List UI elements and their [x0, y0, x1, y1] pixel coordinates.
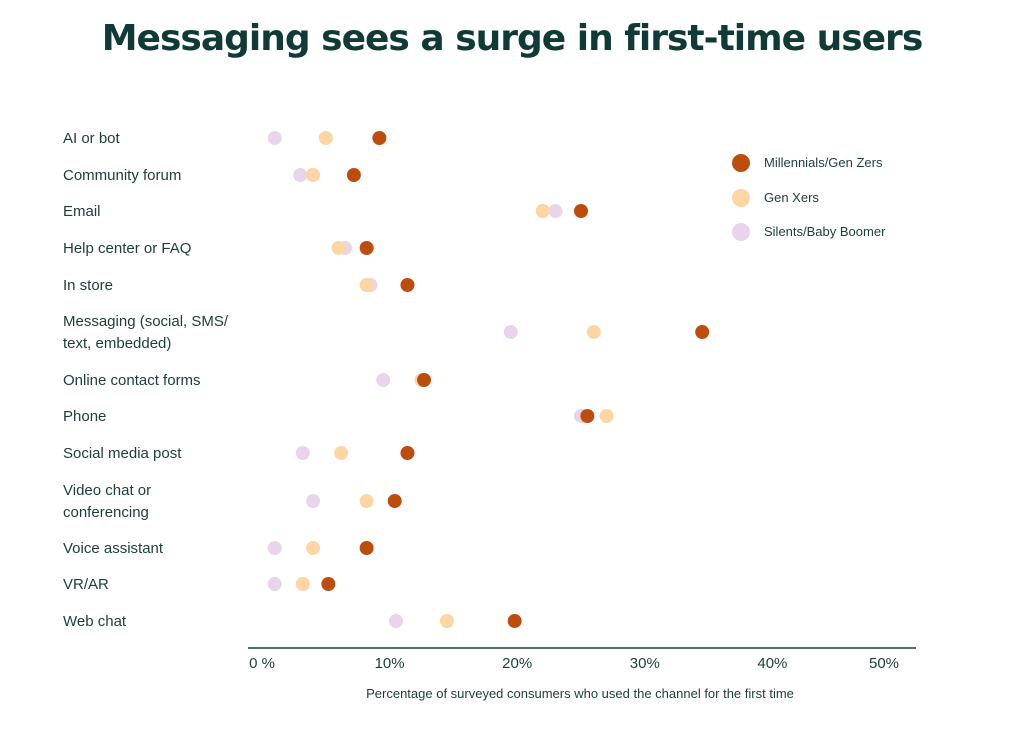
category-label: Web chat — [63, 613, 127, 630]
data-point — [400, 446, 415, 460]
data-point — [359, 278, 374, 292]
data-point — [334, 446, 349, 460]
x-tick-labels: 0 % 10% 20% 30% 40% 50% — [249, 655, 899, 672]
data-point — [574, 204, 588, 218]
data-point — [295, 577, 310, 591]
data-point — [548, 204, 563, 218]
category-label: Messaging (social, SMS/ — [63, 313, 229, 330]
data-point — [503, 325, 518, 339]
category-label: Community forum — [63, 167, 181, 184]
category-label: conferencing — [63, 504, 149, 521]
legend-marker — [732, 154, 750, 172]
category-label: Phone — [63, 408, 106, 425]
legend: Millennials/Gen Zers Gen Xers Silents/Baby… — [732, 154, 886, 241]
category-label: Help center or FAQ — [63, 240, 191, 257]
data-point — [293, 168, 308, 182]
data-point — [359, 241, 374, 255]
data-point — [321, 577, 336, 591]
category-label: Video chat or — [63, 482, 151, 499]
data-point — [359, 494, 374, 508]
data-point — [359, 541, 374, 555]
data-point — [417, 373, 432, 387]
data-point — [580, 409, 595, 423]
legend-marker — [732, 189, 750, 207]
data-point — [331, 241, 346, 255]
data-point — [306, 541, 321, 555]
data-point — [507, 614, 522, 628]
data-points — [267, 131, 710, 628]
x-tick-label: 10% — [375, 655, 405, 672]
data-point — [267, 577, 282, 591]
data-point — [387, 494, 402, 508]
legend-label: Silents/Baby Boomer — [764, 224, 886, 239]
category-label: In store — [63, 277, 113, 294]
x-axis-title: Percentage of surveyed consumers who use… — [366, 686, 794, 701]
data-point — [586, 325, 601, 339]
data-point — [306, 494, 321, 508]
category-label: VR/AR — [63, 576, 109, 593]
data-point — [267, 131, 282, 145]
category-labels: AI or bot Community forum Email Help center… — [63, 130, 229, 630]
chart-title: Messaging sees a surge in first-time use… — [101, 18, 924, 59]
data-point — [695, 325, 710, 339]
data-point — [388, 614, 403, 628]
data-point — [346, 168, 361, 182]
legend-marker — [732, 223, 750, 241]
category-label: Social media post — [63, 445, 182, 462]
data-point — [535, 204, 550, 218]
x-tick-label: 30% — [630, 655, 660, 672]
data-point — [372, 131, 387, 145]
category-label: Online contact forms — [63, 372, 201, 389]
category-label: AI or bot — [63, 130, 121, 147]
data-point — [376, 373, 391, 387]
data-point — [318, 131, 333, 145]
x-tick-label: 50% — [869, 655, 899, 672]
x-tick-label: 40% — [757, 655, 787, 672]
legend-label: Millennials/Gen Zers — [764, 155, 883, 170]
category-label: Voice assistant — [63, 540, 164, 557]
x-tick-label: 0 % — [249, 655, 275, 672]
data-point — [306, 168, 321, 182]
legend-label: Gen Xers — [764, 190, 819, 205]
data-point — [295, 446, 310, 460]
x-tick-label: 20% — [502, 655, 532, 672]
category-label: text, embedded) — [63, 335, 171, 352]
data-point — [267, 541, 282, 555]
category-label: Email — [63, 203, 101, 220]
data-point — [599, 409, 614, 423]
data-point — [440, 614, 455, 628]
data-point — [400, 278, 415, 292]
